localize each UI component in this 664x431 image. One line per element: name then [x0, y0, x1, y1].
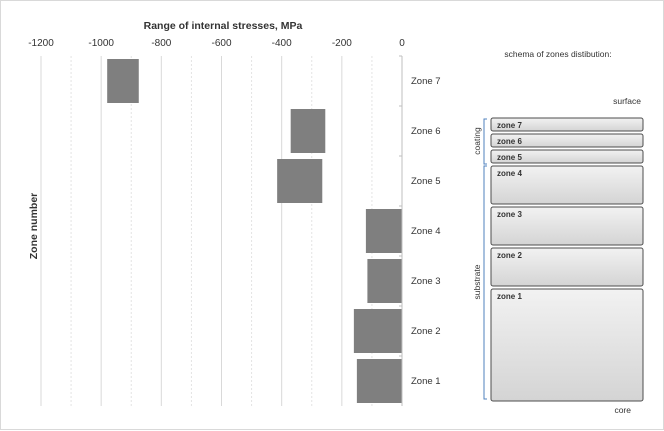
- stress-range-bar: [290, 109, 326, 153]
- x-tick-label: -600: [211, 38, 231, 49]
- gridlines: [40, 56, 373, 406]
- substrate-bracket: [483, 165, 487, 400]
- schema-title: schema of zones distibution:: [504, 49, 611, 59]
- schema-zone-box: [490, 117, 644, 132]
- schema-zone-label: zone 5: [497, 153, 522, 162]
- substrate-label: substrate: [472, 264, 482, 299]
- surface-label: surface: [613, 96, 641, 106]
- schema-zone-label: zone 4: [497, 169, 522, 178]
- schema-zone-box: [490, 247, 644, 287]
- zone-label: Zone 1: [411, 376, 441, 387]
- x-tick-label: -400: [272, 38, 292, 49]
- bars: [107, 59, 402, 403]
- y-axis-title: Zone number: [28, 193, 40, 260]
- zone-boxes: zone 7 zone 6 zone 5 zone 4 zone 3 zone 2 zone…: [490, 117, 644, 402]
- schema-zone-box: [490, 133, 644, 148]
- zone-label: Zone 4: [411, 226, 441, 237]
- zone-label: Zone 5: [411, 176, 441, 187]
- chart-title: Range of internal stresses, MPa: [144, 20, 303, 32]
- stress-range-bar: [107, 59, 139, 103]
- schema-zone-box: [490, 206, 644, 246]
- schema-zone-label: zone 1: [497, 292, 522, 301]
- coating-bracket: [483, 118, 487, 165]
- zone-label: Zone 3: [411, 276, 441, 287]
- schema-zone-box: [490, 149, 644, 164]
- zone-labels: Zone 7 Zone 6 Zone 5 Zone 4 Zone 3 Zone 2 Zone…: [399, 55, 441, 387]
- coating-label: coating: [472, 127, 482, 155]
- x-tick-label: 0: [399, 38, 405, 49]
- x-tick-label: -1000: [88, 38, 114, 49]
- x-tick-label: -1200: [28, 38, 54, 49]
- stress-range-bar: [353, 309, 402, 353]
- core-label: core: [614, 405, 631, 415]
- x-tick-label: -200: [332, 38, 352, 49]
- schema-zone-label: zone 2: [497, 251, 522, 260]
- x-axis-ticks: -1200 -1000 -800 -600 -400 -200 0: [28, 38, 405, 49]
- schema-zone-label: zone 3: [497, 210, 522, 219]
- stress-range-bar: [365, 209, 402, 253]
- zone-label: Zone 2: [411, 326, 441, 337]
- zone-label: Zone 6: [411, 126, 441, 137]
- stress-range-bar: [367, 259, 402, 303]
- schema-zone-label: zone 7: [497, 121, 522, 130]
- schema-zone-box: [490, 165, 644, 205]
- stress-range-bar: [277, 159, 323, 203]
- schema-zone-label: zone 6: [497, 137, 522, 146]
- schema-zone-box: [490, 288, 644, 402]
- zone-label: Zone 7: [411, 76, 441, 87]
- x-tick-label: -800: [151, 38, 171, 49]
- stress-range-bar: [356, 359, 402, 403]
